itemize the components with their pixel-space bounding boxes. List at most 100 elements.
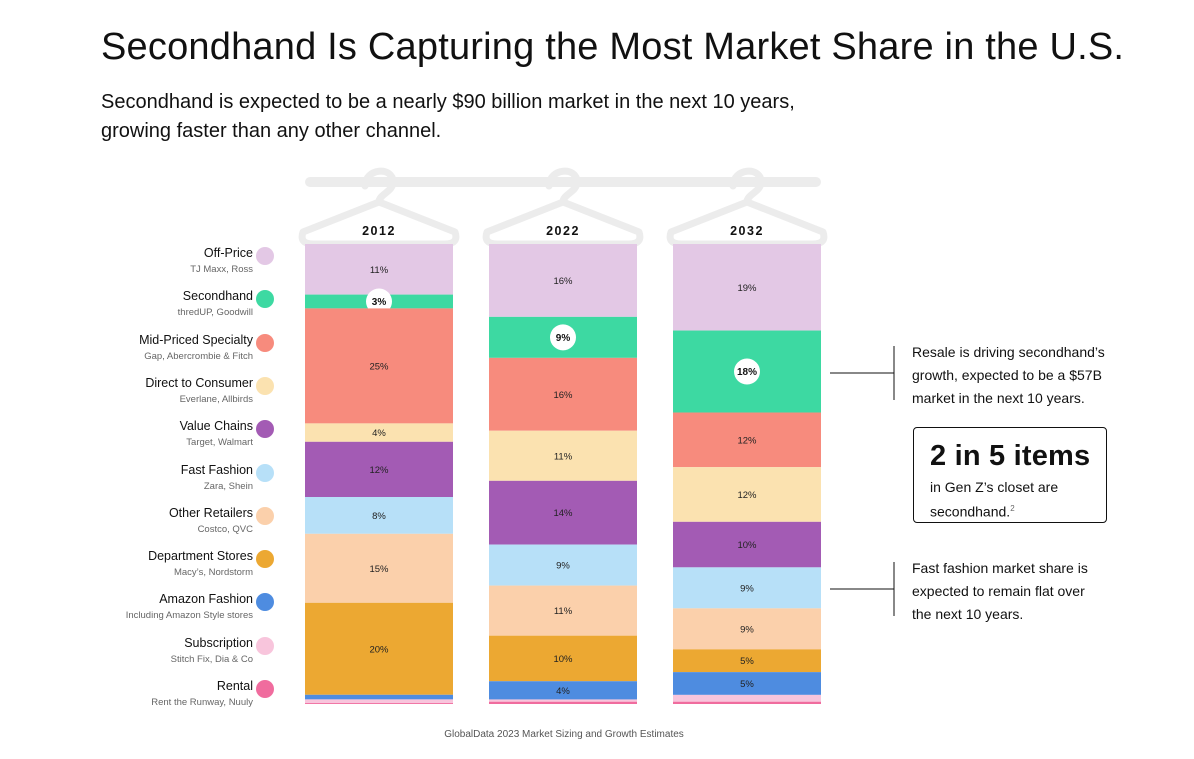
legend-sublabel: Macy’s, Nordstorm bbox=[173, 567, 253, 579]
legend-sublabel: Rent the Runway, Nuuly bbox=[151, 697, 253, 708]
legend-sublabel: TJ Maxx, Ross bbox=[190, 264, 253, 275]
data-label: 12% bbox=[369, 465, 389, 476]
legend-item-secondhand: Secondhand thredUP, Goodwill bbox=[100, 289, 290, 329]
legend-label: Off-Price bbox=[203, 246, 253, 260]
legend-swatch bbox=[256, 247, 274, 265]
bar-segment bbox=[489, 544, 637, 586]
legend-sublabel: Including Amazon Style stores bbox=[125, 610, 253, 622]
legend-item-department-stores: Department Stores Macy’s, Nordstorm bbox=[100, 549, 290, 589]
bar-segment bbox=[673, 244, 821, 331]
bar-segment bbox=[489, 681, 637, 700]
bar-segment bbox=[305, 497, 453, 534]
legend-label: Value Chains bbox=[179, 419, 253, 434]
legend-label: Subscription bbox=[184, 635, 253, 650]
legend-sublabel: thredUP, Goodwill bbox=[177, 307, 253, 319]
legend-item-direct-to-consumer: Direct to Consumer Everlane, Allbirds bbox=[100, 376, 290, 416]
data-label: 8% bbox=[372, 511, 386, 522]
data-label: 16% bbox=[553, 276, 573, 287]
data-label: 4% bbox=[556, 686, 570, 697]
gen-z-callout: 2 in 5 items in Gen Z’s closet are secon… bbox=[913, 427, 1107, 523]
legend-item-fast-fashion: Fast Fashion Zara, Shein bbox=[100, 463, 290, 503]
legend-label: Mid-Priced Specialty bbox=[139, 332, 253, 347]
data-label: 4% bbox=[372, 428, 386, 439]
legend-sublabel: Zara, Shein bbox=[203, 480, 253, 492]
data-label: 15% bbox=[369, 564, 389, 575]
data-label: 9% bbox=[556, 561, 570, 572]
data-label: 16% bbox=[553, 390, 573, 401]
callout-line-2: secondhand. bbox=[930, 503, 1011, 520]
data-label: 12% bbox=[737, 490, 757, 501]
legend-item-amazon-fashion: Amazon Fashion Including Amazon Style sto… bbox=[100, 592, 290, 632]
bar-segment bbox=[489, 430, 637, 481]
data-label: 20% bbox=[369, 644, 389, 655]
legend-item-mid-priced-specialty: Mid-Priced Specialty Gap, Abercrombie & F… bbox=[100, 333, 290, 373]
legend-label: Direct to Consumer bbox=[145, 375, 253, 390]
legend-swatch bbox=[256, 506, 274, 525]
year-label: 2012 bbox=[362, 224, 396, 238]
bar-segment bbox=[673, 649, 821, 673]
legend-item-value-chains: Value Chains Target, Walmart bbox=[100, 419, 290, 459]
bar-segment bbox=[305, 308, 453, 424]
bar-segment bbox=[489, 585, 637, 636]
source-note: GlobalData 2023 Market Sizing and Growth… bbox=[444, 729, 684, 740]
value-highlight-circle bbox=[366, 288, 392, 315]
resale-annotation: Resale is driving secondhand’s growth, e… bbox=[912, 341, 1105, 410]
bar-segment bbox=[673, 608, 821, 650]
data-label: 18% bbox=[737, 367, 757, 378]
callout-text: in Gen Z’s closet are secondhand.2 bbox=[930, 477, 1106, 523]
bar-segment bbox=[489, 480, 637, 545]
data-label: 11% bbox=[554, 606, 573, 617]
data-label: 10% bbox=[553, 654, 573, 665]
bar-segment bbox=[305, 441, 453, 497]
legend-item-subscription: Subscription Stitch Fix, Dia & Co bbox=[100, 636, 290, 676]
legend-label: Rental bbox=[216, 679, 253, 693]
data-label: 5% bbox=[740, 656, 754, 667]
year-label: 2022 bbox=[546, 224, 580, 238]
data-label: 25% bbox=[369, 361, 389, 372]
bar-segment bbox=[305, 703, 453, 704]
legend-swatch bbox=[256, 290, 274, 309]
legend-label: Amazon Fashion bbox=[159, 592, 253, 607]
resale-annotation-line: market in the next 10 years. bbox=[912, 390, 1085, 406]
legend-label: Other Retailers bbox=[168, 505, 253, 520]
legend-item-off-price: Off-Price TJ Maxx, Ross bbox=[100, 246, 290, 286]
fast-fashion-annotation-line: expected to remain flat over bbox=[912, 583, 1085, 599]
year-label: 2032 bbox=[730, 224, 764, 238]
bar-segment bbox=[305, 602, 453, 695]
hanger-hook-icon bbox=[729, 167, 765, 206]
fast-fashion-annotation: Fast fashion market share is expected to… bbox=[912, 557, 1088, 626]
chart-subtitle: Secondhand is expected to be a nearly $9… bbox=[101, 88, 881, 146]
data-label: 11% bbox=[370, 265, 389, 276]
data-label: 9% bbox=[556, 333, 571, 344]
legend-label: Secondhand bbox=[182, 289, 253, 304]
bar-segment bbox=[673, 412, 821, 468]
hanger-hook-icon bbox=[545, 167, 581, 206]
data-label: 10% bbox=[737, 540, 757, 551]
bar-segment bbox=[673, 701, 821, 704]
callout-line-1: in Gen Z’s closet are bbox=[930, 479, 1059, 495]
subtitle-line-2: growing faster than any other channel. bbox=[101, 120, 442, 142]
data-label: 5% bbox=[740, 679, 754, 690]
legend-swatch bbox=[256, 463, 274, 482]
bar-segment bbox=[489, 701, 637, 704]
legend-sublabel: Costco, QVC bbox=[197, 523, 253, 535]
bar-segment bbox=[673, 567, 821, 609]
bar-segment bbox=[489, 357, 637, 431]
legend-sublabel: Stitch Fix, Dia & Co bbox=[170, 653, 253, 665]
legend-swatch bbox=[256, 593, 274, 612]
callout-headline: 2 in 5 items bbox=[930, 440, 1091, 472]
data-label: 14% bbox=[553, 508, 573, 519]
data-label: 9% bbox=[740, 583, 754, 594]
bar-segment bbox=[489, 244, 637, 317]
legend-label: Fast Fashion bbox=[180, 462, 253, 477]
legend-swatch bbox=[256, 550, 274, 569]
bar-segment bbox=[489, 699, 637, 702]
bar-segment bbox=[673, 521, 821, 568]
callout-footnote: 2 bbox=[1010, 504, 1015, 513]
value-highlight-circle bbox=[550, 324, 576, 351]
legend-swatch bbox=[256, 333, 274, 352]
hanger-rail bbox=[305, 177, 821, 187]
legend-item-other-retailers: Other Retailers Costco, QVC bbox=[100, 506, 290, 546]
bar-segment bbox=[673, 467, 821, 522]
